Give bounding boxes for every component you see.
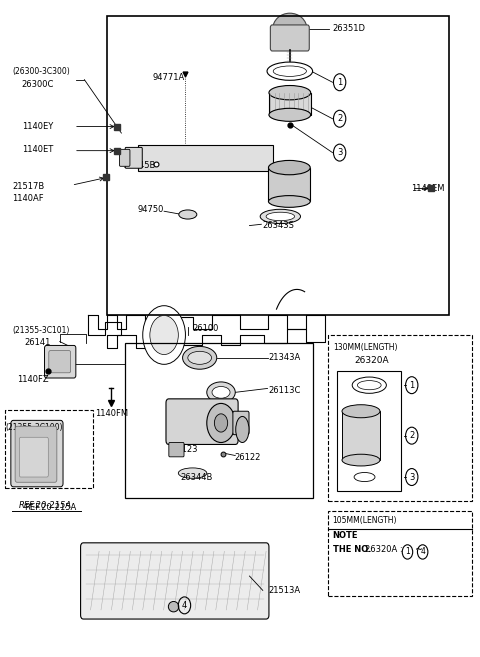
FancyBboxPatch shape xyxy=(120,149,130,166)
FancyBboxPatch shape xyxy=(49,351,71,373)
Text: 26141: 26141 xyxy=(24,338,50,348)
Ellipse shape xyxy=(236,417,249,443)
Text: 2: 2 xyxy=(337,114,342,124)
FancyBboxPatch shape xyxy=(166,399,238,444)
Ellipse shape xyxy=(179,468,207,478)
Text: 26113C: 26113C xyxy=(268,386,301,395)
Ellipse shape xyxy=(267,62,312,80)
Ellipse shape xyxy=(207,382,235,403)
Text: NOTE: NOTE xyxy=(333,531,358,540)
Text: 4: 4 xyxy=(420,547,425,556)
Ellipse shape xyxy=(273,66,306,76)
Text: 26123: 26123 xyxy=(171,445,198,453)
Text: (21355-3C101): (21355-3C101) xyxy=(12,326,70,335)
Text: 21343A: 21343A xyxy=(268,353,300,362)
Bar xyxy=(269,93,311,115)
Text: 1140FZ: 1140FZ xyxy=(17,374,48,384)
Text: 1140EM: 1140EM xyxy=(411,184,444,193)
Ellipse shape xyxy=(260,210,300,223)
Ellipse shape xyxy=(354,472,375,482)
Bar xyxy=(328,335,472,501)
Circle shape xyxy=(150,315,179,355)
Bar xyxy=(268,168,310,202)
Text: ~: ~ xyxy=(415,545,423,555)
Ellipse shape xyxy=(168,601,179,612)
Ellipse shape xyxy=(212,386,230,398)
Text: 130MM(LENGTH): 130MM(LENGTH) xyxy=(334,343,398,352)
Text: 26100: 26100 xyxy=(192,324,219,333)
Text: 3: 3 xyxy=(409,472,414,482)
Text: (21355-3C100): (21355-3C100) xyxy=(5,423,63,432)
Ellipse shape xyxy=(268,160,310,175)
Text: 26300C: 26300C xyxy=(22,79,54,89)
FancyBboxPatch shape xyxy=(81,543,269,619)
Text: 1: 1 xyxy=(405,547,410,556)
Text: REF.20-215A: REF.20-215A xyxy=(24,503,76,512)
Circle shape xyxy=(215,414,228,432)
Bar xyxy=(107,16,449,315)
Text: 26141: 26141 xyxy=(17,435,43,443)
Text: 26122: 26122 xyxy=(234,453,261,462)
Ellipse shape xyxy=(342,454,380,466)
Text: 26320A :: 26320A : xyxy=(365,545,402,555)
FancyBboxPatch shape xyxy=(233,411,249,435)
FancyBboxPatch shape xyxy=(15,426,57,482)
Text: 1140EY: 1140EY xyxy=(22,122,53,131)
Ellipse shape xyxy=(352,377,386,394)
Text: 94771A: 94771A xyxy=(152,73,184,82)
Text: 2: 2 xyxy=(409,431,414,440)
Ellipse shape xyxy=(269,85,311,100)
Bar xyxy=(328,511,472,596)
Bar xyxy=(337,371,401,491)
Circle shape xyxy=(143,306,185,365)
Ellipse shape xyxy=(266,212,295,221)
Ellipse shape xyxy=(268,196,310,208)
Text: 1: 1 xyxy=(409,380,414,390)
Text: REF.20-215A: REF.20-215A xyxy=(19,501,72,510)
Text: 1: 1 xyxy=(337,78,342,87)
FancyBboxPatch shape xyxy=(45,346,76,378)
Ellipse shape xyxy=(273,13,307,45)
Text: 26343S: 26343S xyxy=(263,221,295,230)
Text: THE NO.: THE NO. xyxy=(333,545,371,555)
Text: 105MM(LENGTH): 105MM(LENGTH) xyxy=(333,516,397,525)
Ellipse shape xyxy=(342,405,380,418)
Text: 21513A: 21513A xyxy=(268,586,300,595)
Text: 4: 4 xyxy=(182,601,187,610)
Bar xyxy=(342,411,380,460)
Ellipse shape xyxy=(269,108,311,122)
Text: 3: 3 xyxy=(337,148,342,157)
Text: 26351D: 26351D xyxy=(333,24,365,34)
FancyBboxPatch shape xyxy=(138,145,273,171)
Ellipse shape xyxy=(188,351,212,365)
Text: 1140ET: 1140ET xyxy=(22,145,53,154)
Text: 21517B: 21517B xyxy=(12,182,45,191)
FancyBboxPatch shape xyxy=(19,438,48,477)
Text: (26300-3C300): (26300-3C300) xyxy=(12,66,70,76)
Text: 1140AF: 1140AF xyxy=(12,194,44,203)
Ellipse shape xyxy=(358,380,381,390)
Text: 26344B: 26344B xyxy=(180,472,213,482)
Ellipse shape xyxy=(182,346,217,369)
FancyBboxPatch shape xyxy=(11,420,63,487)
Ellipse shape xyxy=(179,210,197,219)
FancyBboxPatch shape xyxy=(270,25,309,51)
Bar xyxy=(125,343,312,498)
Text: 26345B: 26345B xyxy=(124,161,156,170)
Text: 1140FM: 1140FM xyxy=(96,409,129,418)
FancyBboxPatch shape xyxy=(125,147,142,168)
FancyBboxPatch shape xyxy=(169,443,184,457)
Text: 14130: 14130 xyxy=(209,419,236,428)
Text: 94750: 94750 xyxy=(138,205,164,214)
Bar xyxy=(5,410,93,488)
Circle shape xyxy=(207,403,235,443)
Text: 26320A: 26320A xyxy=(354,356,388,365)
